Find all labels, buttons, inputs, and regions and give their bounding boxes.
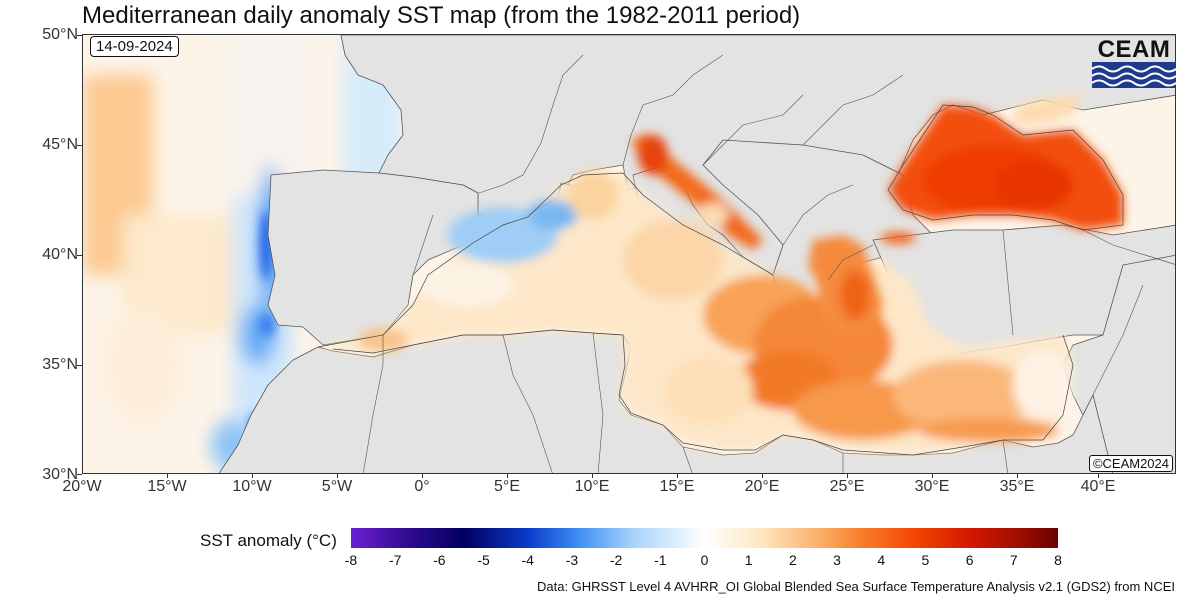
- lon-label-5e: 5°E: [494, 478, 520, 495]
- map-canvas: [83, 35, 1175, 473]
- lat-label-45n: 45°N: [42, 136, 78, 153]
- copyright-badge: ©CEAM2024: [1088, 455, 1173, 472]
- colorbar-tick-label: -5: [477, 552, 490, 568]
- lon-label-20w: 20°W: [62, 478, 102, 495]
- lat-tick: [77, 255, 82, 256]
- date-badge: 14-09-2024: [90, 36, 179, 57]
- lon-label-0: 0°: [414, 478, 430, 495]
- colorbar-tick-label: 1: [744, 552, 753, 568]
- colorbar-tick-label: 8: [1054, 552, 1062, 568]
- lon-label-15w: 15°W: [147, 478, 187, 495]
- lat-tick: [77, 474, 82, 475]
- sst-anomaly-map[interactable]: [82, 34, 1176, 474]
- ceam-logo: CEAM: [1092, 36, 1176, 88]
- map-title: Mediterranean daily anomaly SST map (fro…: [82, 2, 801, 29]
- colorbar-tick-label: 2: [788, 552, 797, 568]
- lon-label-10e: 10°E: [574, 478, 610, 495]
- lon-tick: [507, 474, 508, 478]
- colorbar-tick-label: 3: [833, 552, 841, 568]
- lon-label-15e: 15°E: [659, 478, 695, 495]
- data-source-note: Data: GHRSST Level 4 AVHRR_OI Global Ble…: [536, 579, 1175, 594]
- colorbar-tick-label: 4: [877, 552, 886, 568]
- lat-label-35n: 35°N: [42, 356, 78, 373]
- lon-tick: [1098, 474, 1099, 478]
- black-sea-anomaly: [880, 95, 1123, 244]
- lon-label-25e: 25°E: [829, 478, 865, 495]
- colorbar-tick-label: -6: [433, 552, 446, 568]
- colorbar: [351, 528, 1058, 548]
- lat-tick: [77, 35, 82, 36]
- lon-label-30e: 30°E: [914, 478, 950, 495]
- waves-icon: [1092, 62, 1176, 88]
- aegean-anomaly: [808, 235, 883, 335]
- colorbar-tick-label: 6: [965, 552, 974, 568]
- lon-tick: [167, 474, 168, 478]
- colorbar-tick-label: 0: [700, 552, 709, 568]
- lon-tick: [422, 474, 423, 478]
- lon-tick: [252, 474, 253, 478]
- colorbar-tick-label: -8: [344, 552, 358, 568]
- mediterranean-anomaly: [318, 170, 1073, 455]
- coastline: [317, 104, 1124, 456]
- lon-label-10w: 10°W: [232, 478, 272, 495]
- lon-tick: [677, 474, 678, 478]
- landmass: [218, 35, 1175, 473]
- lat-label-40n: 40°N: [42, 246, 78, 263]
- lon-tick: [762, 474, 763, 478]
- lon-label-5w: 5°W: [321, 478, 353, 495]
- lon-label-40e: 40°E: [1080, 478, 1116, 495]
- adriatic-anomaly: [631, 133, 763, 250]
- lon-label-20e: 20°E: [744, 478, 780, 495]
- colorbar-tick-label: -2: [609, 552, 623, 568]
- lon-tick: [932, 474, 933, 478]
- lon-tick: [337, 474, 338, 478]
- cold-spot-cadiz: [259, 313, 275, 337]
- lat-tick: [77, 365, 82, 366]
- lon-tick: [1017, 474, 1018, 478]
- country-borders: [363, 54, 1175, 473]
- colorbar-tick-label: -7: [388, 552, 402, 568]
- lat-label-50n: 50°N: [42, 26, 78, 43]
- lat-label-30n: 30°N: [42, 466, 78, 483]
- lat-tick: [77, 145, 82, 146]
- lon-tick: [592, 474, 593, 478]
- colorbar-tick-label: -4: [521, 552, 534, 568]
- lon-label-35e: 35°E: [999, 478, 1035, 495]
- colorbar-tick-label: 7: [1009, 552, 1018, 568]
- colorbar-title: SST anomaly (°C): [200, 531, 337, 550]
- logo-text: CEAM: [1097, 36, 1171, 63]
- colorbar-tick-label: -3: [565, 552, 579, 568]
- lon-tick: [847, 474, 848, 478]
- colorbar-tick-label: -1: [654, 552, 667, 568]
- colorbar-tick-label: 5: [921, 552, 930, 568]
